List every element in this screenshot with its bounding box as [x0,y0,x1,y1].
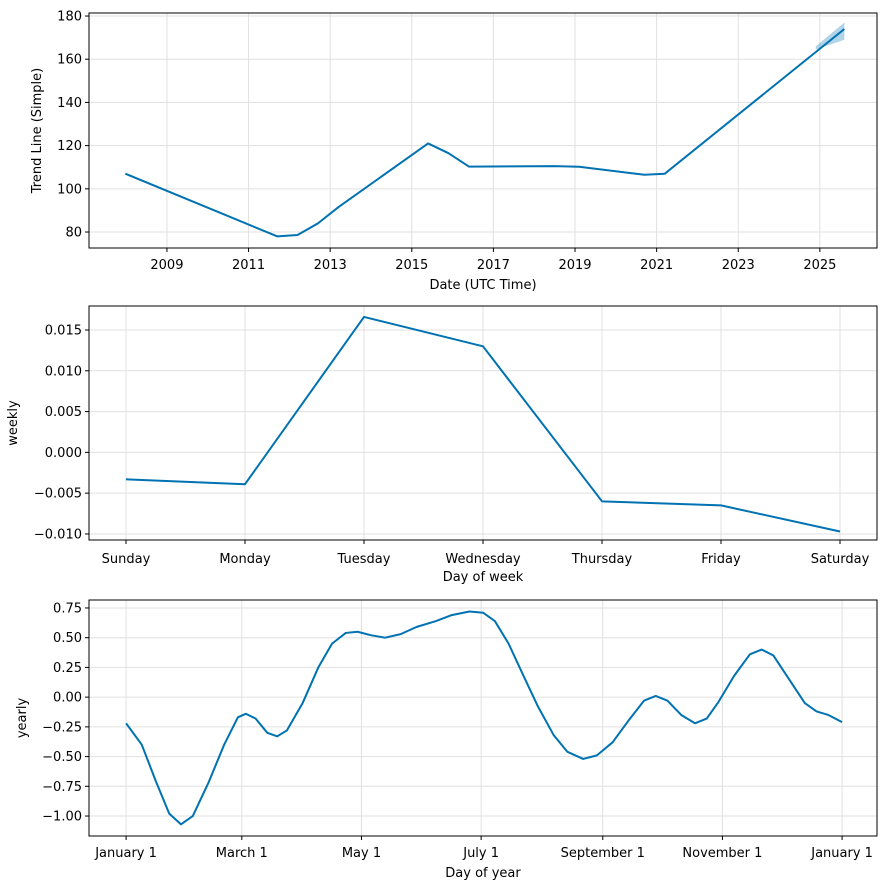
y-tick-label: 160 [57,53,82,68]
x-tick-label: 2021 [640,258,673,273]
x-tick-label: Thursday [571,552,633,567]
x-axis-label: Date (UTC Time) [429,278,536,293]
x-tick-label: September 1 [561,846,645,861]
axes-frame [88,305,878,541]
x-tick-label: Wednesday [445,552,521,567]
y-tick-label: 0.00 [53,691,82,706]
y-tick-label: 140 [57,96,82,111]
x-tick-label: 2017 [477,258,510,273]
y-tick-label: −0.005 [34,487,82,502]
y-tick-label: 0.005 [45,405,82,420]
x-tick-label: 2025 [803,258,836,273]
y-axis-label: Trend Line (Simple) [30,68,45,194]
axes-frame [88,599,878,837]
uncertainty-band [815,22,845,50]
x-tick-label: Tuesday [337,552,391,567]
x-axis-label: Day of week [443,570,524,585]
y-tick-label: 0.015 [45,323,82,338]
x-tick-label: 2011 [232,258,265,273]
x-tick-label: Monday [219,552,271,567]
x-tick-label: 2019 [558,258,591,273]
y-tick-label: 0.50 [53,631,82,646]
x-tick-label: 2015 [395,258,428,273]
y-tick-label: 100 [57,182,82,197]
x-tick-label: 2013 [314,258,347,273]
trend-line [125,315,841,533]
y-tick-label: 180 [57,10,82,25]
x-tick-label: Sunday [102,552,151,567]
y-tick-label: 120 [57,139,82,154]
y-tick-label: −0.50 [42,750,82,765]
x-tick-label: May 1 [342,846,381,861]
x-tick-label: July 1 [462,846,499,861]
x-tick-label: 2023 [722,258,755,273]
axes-frame [88,12,878,249]
trend-line [124,28,845,238]
x-axis-label: Day of year [445,866,521,881]
x-tick-label: 2009 [150,258,183,273]
x-tick-label: March 1 [216,846,268,861]
y-tick-label: −0.25 [42,720,82,735]
y-tick-label: 0.25 [53,661,82,676]
y-tick-label: −0.75 [42,780,82,795]
x-tick-label: Friday [701,552,741,567]
y-axis-label: yearly [15,698,30,739]
y-tick-label: 80 [65,226,82,241]
x-tick-label: Saturday [811,552,870,567]
x-tick-label: January 1 [94,846,157,861]
x-tick-label: November 1 [682,846,762,861]
y-tick-label: 0.75 [53,601,82,616]
y-tick-label: 0.010 [45,364,82,379]
y-tick-label: −1.00 [42,810,82,825]
y-tick-label: 0.000 [45,446,82,461]
y-tick-label: −0.010 [34,527,82,542]
y-axis-label: weekly [6,400,21,446]
trend-line [125,610,843,826]
x-tick-label: January 1 [810,846,873,861]
